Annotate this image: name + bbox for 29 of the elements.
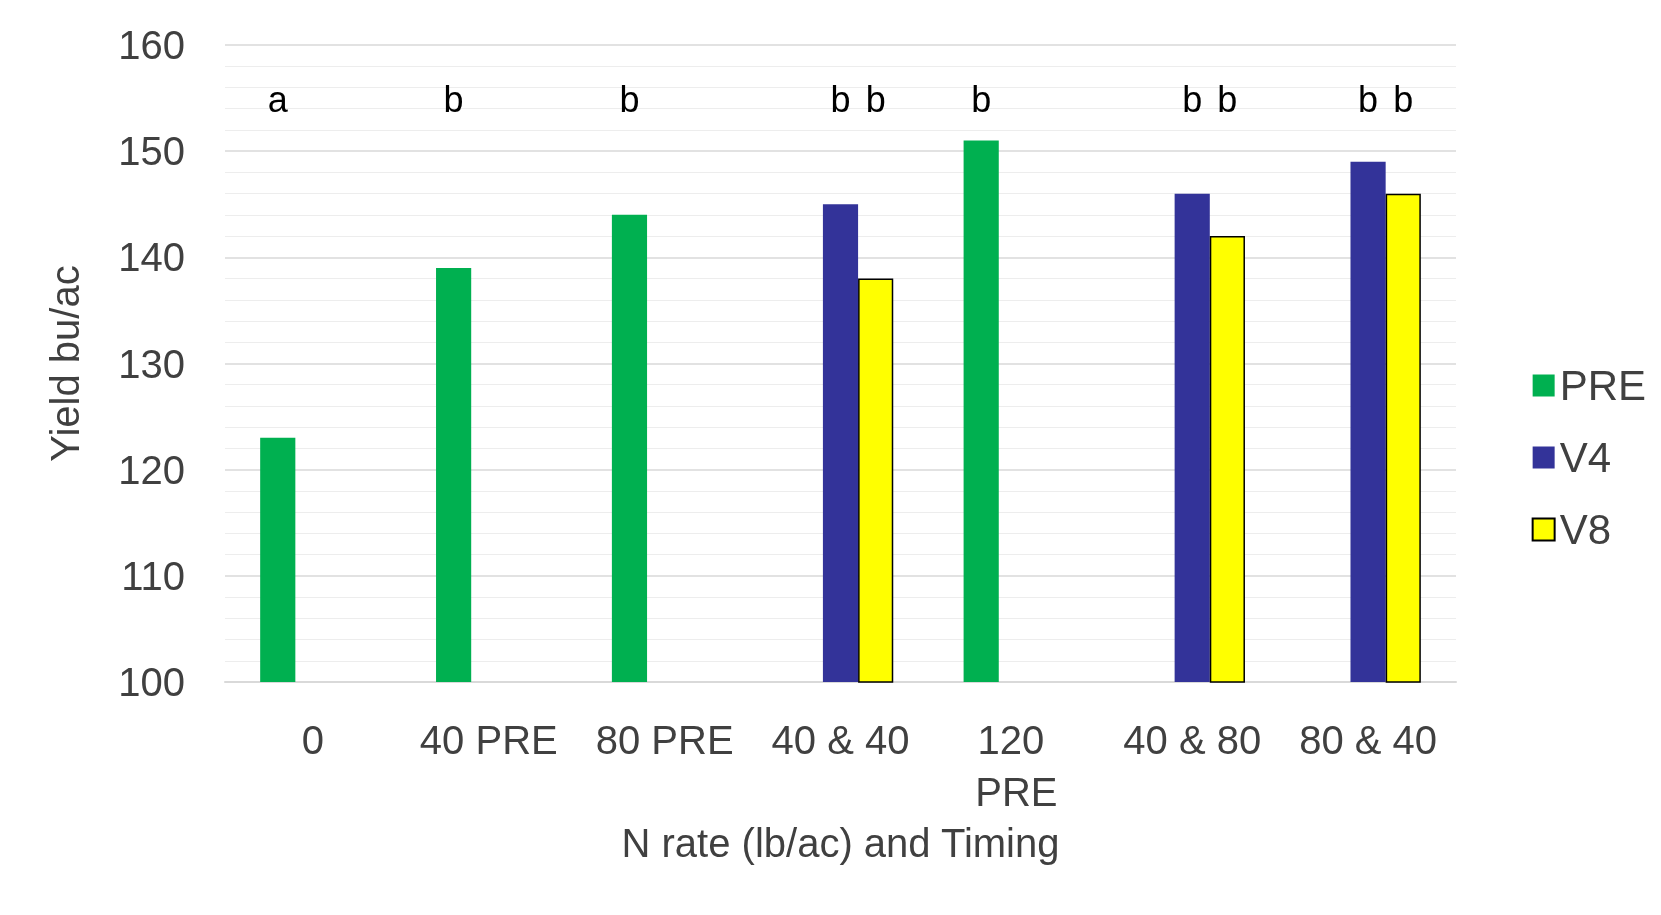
annotation: b bbox=[830, 78, 851, 120]
legend-label: V8 bbox=[1559, 506, 1612, 553]
annotation: b bbox=[971, 78, 992, 120]
y-tick-label: 150 bbox=[118, 129, 185, 174]
x-tick-label: 120 PRE bbox=[975, 718, 1058, 814]
x-tick-label: 80 PRE bbox=[595, 718, 734, 762]
y-tick-label: 140 bbox=[118, 235, 185, 280]
y-axis-title: Yield bu/ac bbox=[43, 265, 87, 462]
x-tick-label: 40 & 80 bbox=[1123, 718, 1262, 762]
x-axis-title: N rate (lb/ac) and Timing bbox=[621, 820, 1060, 865]
annotation: b bbox=[1182, 78, 1203, 120]
x-tick-label: 80 & 40 bbox=[1299, 718, 1438, 762]
annotation: b bbox=[1393, 78, 1414, 120]
x-tick-label: 0 bbox=[301, 718, 325, 762]
y-tick-label: 110 bbox=[121, 553, 185, 598]
y-tick-label: 130 bbox=[118, 341, 185, 386]
legend-label: V4 bbox=[1559, 434, 1612, 481]
y-tick-label: 160 bbox=[118, 23, 185, 67]
legend-label: PRE bbox=[1559, 362, 1646, 409]
annotation: b bbox=[1358, 78, 1379, 120]
annotation: b bbox=[865, 78, 886, 120]
annotation: b bbox=[443, 78, 464, 120]
annotation: b bbox=[619, 78, 640, 120]
annotation: a bbox=[267, 78, 289, 120]
annotation: b bbox=[1217, 78, 1238, 120]
x-tick-label: 40 & 40 bbox=[771, 718, 910, 762]
x-tick-label: 40 PRE bbox=[419, 718, 558, 762]
y-tick-label: 100 bbox=[118, 660, 185, 704]
y-tick-label: 120 bbox=[118, 447, 185, 492]
